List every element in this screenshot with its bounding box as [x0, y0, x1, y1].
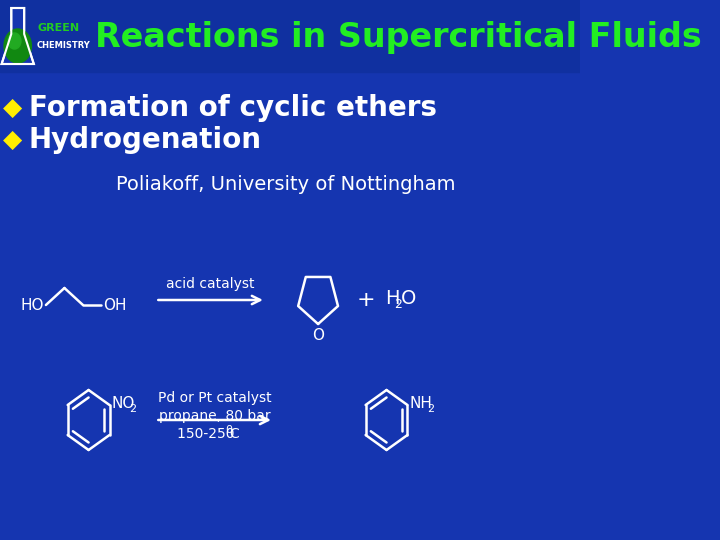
Circle shape — [8, 33, 21, 49]
Polygon shape — [1, 8, 34, 64]
Text: OH: OH — [103, 298, 127, 313]
Text: 2: 2 — [427, 404, 434, 414]
Text: 2: 2 — [395, 298, 402, 310]
Text: Pd or Pt catalyst: Pd or Pt catalyst — [158, 391, 271, 405]
Text: H: H — [385, 288, 400, 307]
Text: Formation of cyclic ethers: Formation of cyclic ethers — [29, 94, 437, 122]
Text: Reactions in Supercritical Fluids: Reactions in Supercritical Fluids — [95, 22, 702, 55]
Text: NO: NO — [111, 395, 135, 410]
Text: acid catalyst: acid catalyst — [166, 277, 255, 291]
Text: CHEMISTRY: CHEMISTRY — [37, 42, 91, 51]
Text: O: O — [401, 288, 416, 307]
Text: Hydrogenation: Hydrogenation — [29, 126, 262, 154]
Text: GREEN: GREEN — [37, 23, 79, 33]
Bar — [0, 0, 580, 72]
Text: 150-250: 150-250 — [177, 427, 239, 441]
Text: NH: NH — [409, 395, 432, 410]
Text: 2: 2 — [129, 404, 136, 414]
Text: +: + — [357, 290, 376, 310]
Text: O: O — [312, 328, 324, 343]
Text: ◆: ◆ — [4, 128, 22, 152]
Text: C: C — [229, 427, 239, 441]
Circle shape — [4, 29, 32, 63]
Text: ◆: ◆ — [4, 96, 22, 120]
Text: HO: HO — [21, 298, 45, 313]
Text: propane, 80 bar: propane, 80 bar — [159, 409, 271, 423]
Text: Poliakoff, University of Nottingham: Poliakoff, University of Nottingham — [116, 174, 456, 193]
Text: 0: 0 — [225, 425, 233, 435]
